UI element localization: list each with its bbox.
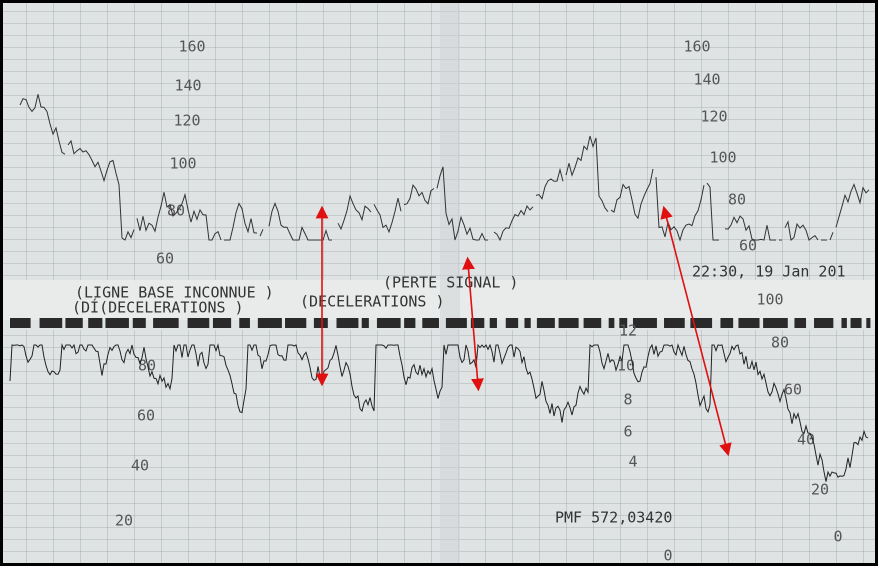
timestamp: 22:30, 19 Jan 201 (692, 263, 846, 281)
scale-label: 60 (784, 381, 802, 399)
paper-fold (440, 0, 460, 566)
event-mark (422, 318, 439, 328)
scale-label: 100 (756, 291, 783, 309)
event-mark (632, 318, 657, 328)
event-mark (524, 318, 531, 328)
annotation: (LIGNE BASE INCONNUE ) (75, 284, 274, 302)
scale-label: 20 (115, 512, 133, 530)
event-mark (153, 318, 179, 328)
event-mark (558, 318, 579, 328)
scale-label: 4 (628, 453, 637, 471)
event-mark (814, 318, 834, 328)
scale-label: 8 (623, 391, 632, 409)
scale-label: 60 (137, 407, 155, 425)
scale-label: 120 (173, 112, 200, 130)
event-mark (536, 318, 555, 328)
event-mark (608, 318, 615, 328)
scale-label: 80 (771, 334, 789, 352)
scale-label: 160 (178, 38, 205, 56)
scale-label: 6 (623, 423, 632, 441)
event-mark (763, 318, 788, 328)
scale-label: 0 (663, 547, 672, 565)
scale-label: 140 (174, 77, 201, 95)
event-mark (285, 318, 307, 328)
traces: 1601401201008060160140120100806080604020… (9, 38, 870, 565)
event-mark (65, 318, 83, 328)
scale-label: 10 (617, 357, 635, 375)
event-mark (583, 318, 602, 328)
event-mark (313, 318, 328, 328)
event-mark (619, 318, 628, 328)
arrow (660, 205, 732, 457)
arrow (462, 256, 484, 392)
event-mark (212, 318, 232, 328)
annotation: (PERTE SIGNAL ) (383, 274, 518, 292)
uc-grid (0, 330, 878, 566)
event-mark (376, 318, 401, 328)
event-mark (132, 318, 146, 328)
scale-label: 100 (709, 149, 736, 167)
event-mark (361, 318, 369, 328)
scale-label: 12 (619, 322, 637, 340)
scale-label: 160 (683, 38, 710, 56)
fhr-grid (0, 0, 878, 280)
event-mark (257, 318, 282, 328)
event-mark (505, 318, 519, 328)
event-mark (720, 318, 734, 328)
event-mark (850, 318, 862, 328)
annotation: PMF 572,03420 (555, 509, 672, 527)
event-mark (664, 318, 685, 328)
event-mark (88, 318, 103, 328)
event-mark (39, 318, 63, 328)
scale-label: 0 (833, 528, 842, 546)
annotation-band (0, 280, 878, 320)
event-mark (239, 318, 250, 328)
event-mark (10, 318, 31, 328)
event-strip (10, 318, 871, 328)
event-mark (841, 318, 847, 328)
scale-label: 60 (156, 250, 174, 268)
scale-label: 140 (693, 71, 720, 89)
scale-label: 100 (169, 155, 196, 173)
scale-label: 20 (811, 481, 829, 499)
event-mark (336, 318, 359, 328)
event-mark (105, 318, 129, 328)
event-mark (445, 318, 467, 328)
scale-label: 60 (739, 237, 757, 255)
arrows (315, 205, 732, 457)
scale-label: 80 (138, 357, 156, 375)
scale-label: 40 (131, 457, 149, 475)
event-mark (489, 318, 497, 328)
event-mark (794, 318, 807, 328)
annotation: (DECELERATIONS ) (300, 293, 445, 311)
scale-label: 80 (728, 191, 746, 209)
event-mark (866, 318, 871, 328)
event-mark (404, 318, 416, 328)
scale-label: 120 (700, 108, 727, 126)
annotation: (DÍ(DECELERATIONS ) (72, 298, 244, 317)
event-mark (187, 318, 210, 328)
event-mark (738, 318, 760, 328)
